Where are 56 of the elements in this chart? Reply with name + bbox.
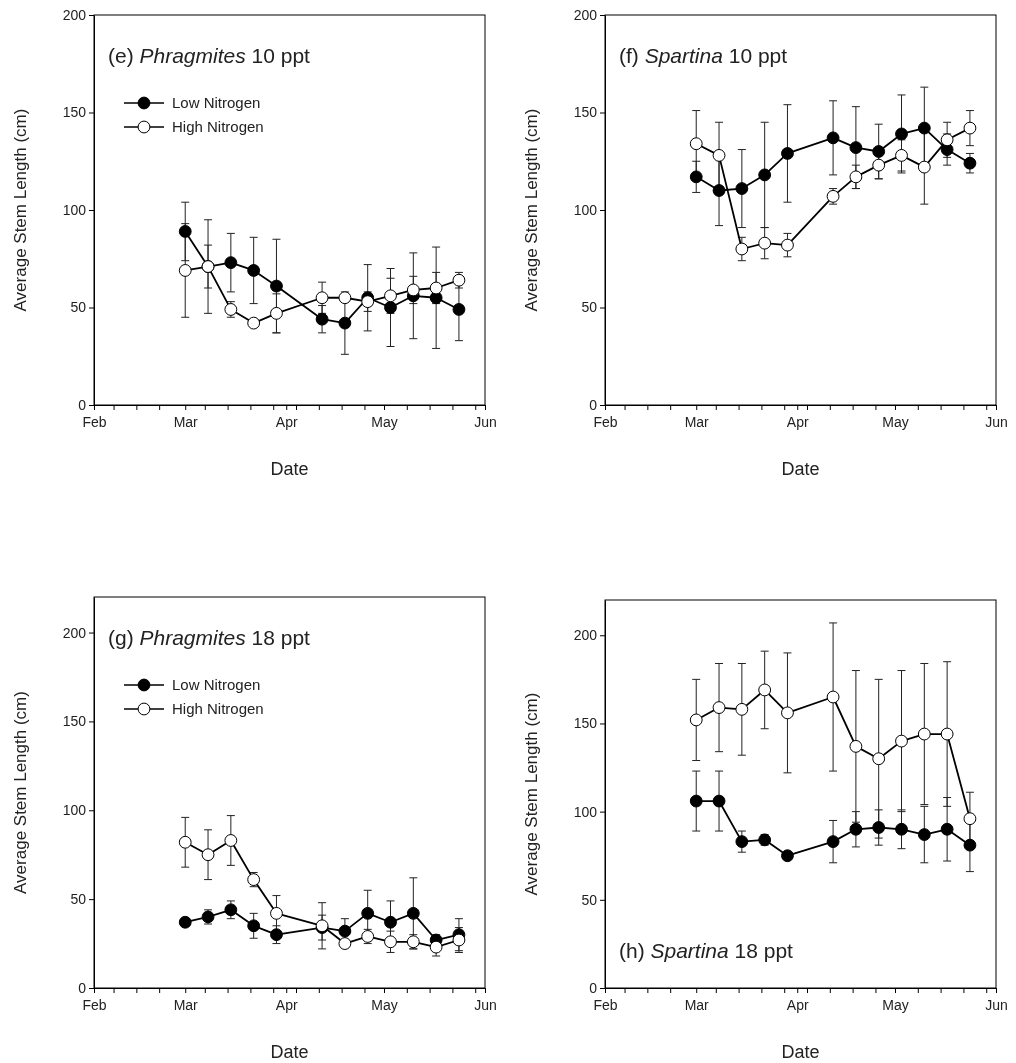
y-tick-label: 50 [70,891,87,908]
x-tick-label: Mar [684,997,710,1013]
x-axis-title: Date [270,1042,309,1062]
y-tick-label: 200 [62,6,87,23]
x-tick-label: May [371,997,398,1013]
text: (h) Spartina 18 ppt [619,939,794,962]
legend-label: Low Nitrogen [172,94,261,111]
x-tick-label: Feb [593,997,618,1013]
text: (f) Spartina 10 ppt [619,44,788,67]
x-tick-label: Jun [985,997,1008,1013]
x-tick-label: May [882,414,909,430]
x-tick-label: Mar [684,414,710,430]
legend-label: High Nitrogen [172,700,264,717]
x-tick-label: Mar [173,997,199,1013]
y-tick-label: 100 [573,803,598,820]
legend-label: Low Nitrogen [172,676,261,693]
text: (g) Phragmites 18 ppt [108,626,311,649]
x-tick-label: Apr [786,997,809,1013]
y-tick-label: 0 [589,979,598,996]
y-tick-label: 150 [573,715,598,732]
x-tick-label: Apr [275,414,298,430]
y-tick-label: 100 [573,201,598,218]
y-axis-title: Average Stem Length (cm) [522,108,541,312]
y-tick-label: 150 [62,713,87,730]
y-tick-label: 100 [62,802,87,819]
x-axis-title: Date [781,1042,820,1062]
x-tick-label: Jun [474,414,497,430]
y-tick-label: 0 [78,396,87,413]
y-tick-label: 100 [62,201,87,218]
y-tick-label: 200 [573,6,598,23]
x-axis-title: Date [270,459,309,479]
x-tick-label: May [371,414,398,430]
y-axis-title: Average Stem Length (cm) [11,691,30,894]
text: (e) Phragmites 10 ppt [108,44,311,67]
y-tick-label: 0 [78,979,87,996]
x-tick-label: Feb [82,414,107,430]
x-tick-label: Apr [275,997,298,1013]
x-tick-label: Mar [173,414,199,430]
x-tick-label: Jun [474,997,497,1013]
x-tick-label: Jun [985,414,1008,430]
y-axis-title: Average Stem Length (cm) [11,108,30,312]
y-tick-label: 150 [573,104,598,121]
x-axis-title: Date [781,459,820,479]
y-tick-label: 200 [62,624,87,641]
y-tick-label: 200 [573,627,598,644]
y-axis-title: Average Stem Length (cm) [522,692,541,896]
y-tick-label: 50 [581,891,598,908]
y-tick-label: 50 [581,299,598,316]
x-tick-label: Feb [593,414,618,430]
legend-label: High Nitrogen [172,118,264,135]
y-tick-label: 0 [589,396,598,413]
x-tick-label: Feb [82,997,107,1013]
x-tick-label: May [882,997,909,1013]
y-tick-label: 150 [62,104,87,121]
x-tick-label: Apr [786,414,809,430]
y-tick-label: 50 [70,299,87,316]
